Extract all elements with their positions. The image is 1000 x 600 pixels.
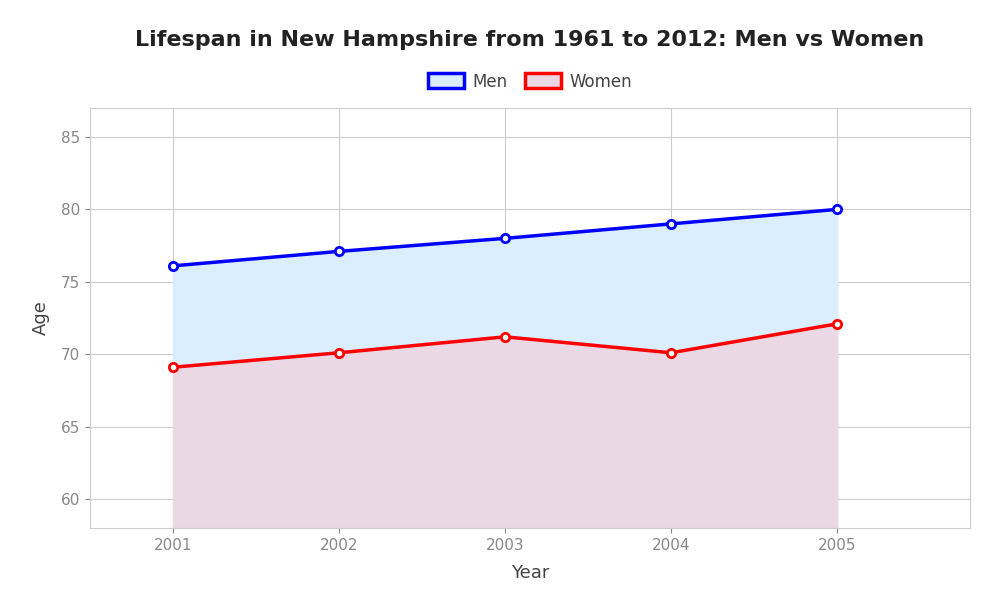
Title: Lifespan in New Hampshire from 1961 to 2012: Men vs Women: Lifespan in New Hampshire from 1961 to 2… bbox=[135, 29, 925, 49]
X-axis label: Year: Year bbox=[511, 564, 549, 582]
Y-axis label: Age: Age bbox=[32, 301, 50, 335]
Legend: Men, Women: Men, Women bbox=[421, 66, 639, 97]
